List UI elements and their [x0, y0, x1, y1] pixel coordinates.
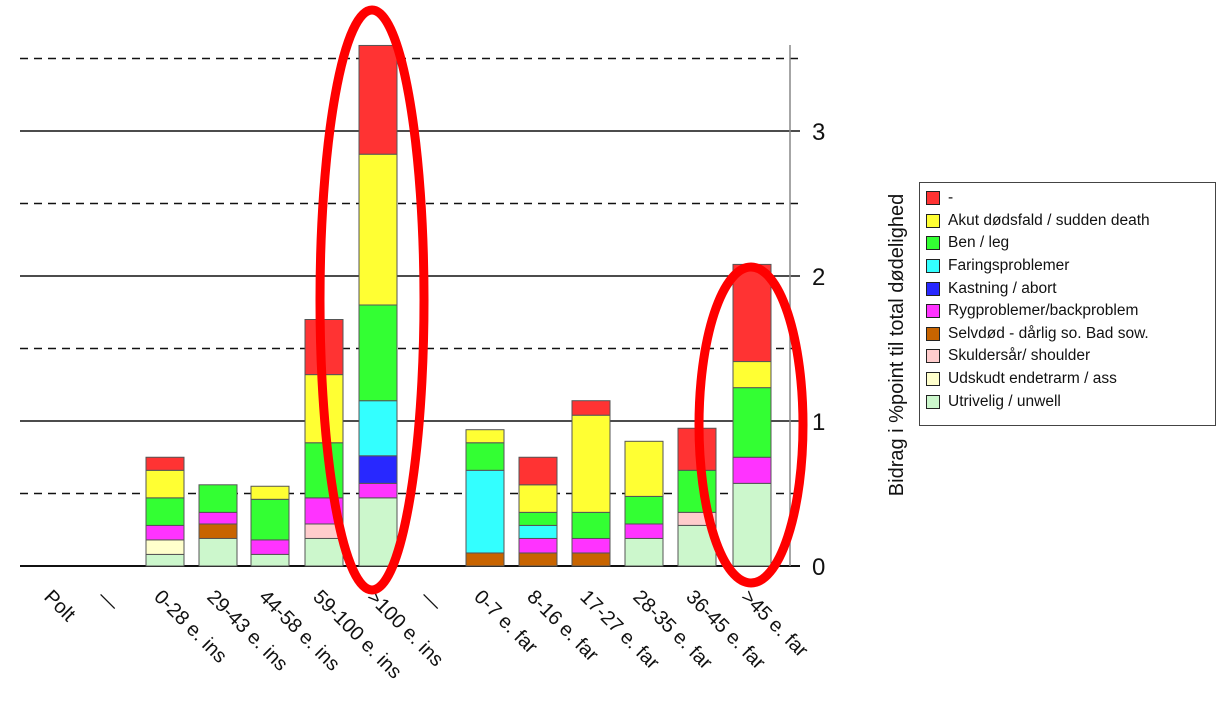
y-tick-label: 3 [812, 119, 825, 146]
bar-segment [518, 456, 558, 486]
y-tick-label: 0 [812, 554, 825, 581]
bar-segment [732, 387, 772, 458]
bar-segment [145, 497, 185, 526]
x-tick-label: — [416, 586, 446, 616]
highlight-ellipse [315, 5, 429, 595]
bar-segment [145, 524, 185, 541]
bar-segment [250, 485, 290, 500]
legend-label: Skuldersår/ shoulder [948, 347, 1091, 365]
legend-label: Rygproblemer/backproblem [948, 302, 1139, 320]
highlight-ellipses [315, 5, 808, 595]
bar-segment [145, 469, 185, 499]
bar-segment [250, 553, 290, 567]
bar-segment [732, 456, 772, 484]
legend-item: Selvdød - dårlig so. Bad sow. [926, 323, 1209, 346]
bar-segment [198, 484, 238, 513]
legend-item: Skuldersår/ shoulder [926, 345, 1209, 368]
y-axis-label: Bidrag i %point til total dødelighed [886, 194, 908, 496]
bar-segment [732, 263, 772, 363]
bar-segment [358, 400, 398, 457]
bar-segment [358, 44, 398, 155]
bar-segment [358, 455, 398, 484]
bar-segment [304, 537, 344, 567]
bar-segment [358, 482, 398, 499]
legend-label: - [948, 189, 954, 207]
bar-segment [518, 552, 558, 567]
x-tick-label: Polt [39, 586, 79, 626]
bar-segment [198, 523, 238, 539]
legend-swatch [926, 191, 940, 206]
bar-segment [571, 537, 611, 554]
bar-segment [465, 552, 505, 567]
legend-label: Akut dødsfald / sudden death [948, 211, 1150, 229]
legend-swatch [926, 281, 940, 296]
bar-segment [571, 400, 611, 416]
bar-segment [198, 511, 238, 525]
bar-segment [624, 523, 664, 539]
bar-stacks [145, 44, 772, 567]
legend-swatch [926, 236, 940, 251]
bar-segment [250, 498, 290, 541]
legend-item: - [926, 187, 1209, 210]
bar-segment [465, 469, 505, 554]
bar-segment [624, 537, 664, 567]
legend-item: Udskudt endetrarm / ass [926, 368, 1209, 391]
bar-segment [518, 537, 558, 554]
bar-segment [518, 511, 558, 526]
legend-label: Utrivelig / unwell [948, 392, 1061, 410]
bar-segment [518, 524, 558, 539]
bar-segment [145, 456, 185, 471]
y-tick-label: 2 [812, 264, 825, 291]
legend-item: Faringsproblemer [926, 255, 1209, 278]
legend-swatch [926, 326, 940, 341]
legend-swatch [926, 394, 940, 409]
x-tick-label: — [93, 586, 123, 616]
bar-segment [358, 304, 398, 402]
bar-segment [358, 153, 398, 306]
bar-segment [145, 539, 185, 555]
bar-segment [145, 553, 185, 567]
legend-item: Ben / leg [926, 232, 1209, 255]
bar-segment [571, 414, 611, 513]
bar-segment [465, 442, 505, 471]
bar-segment [624, 495, 664, 525]
bar-segment [250, 539, 290, 555]
legend-label: Ben / leg [948, 234, 1010, 252]
legend-swatch [926, 349, 940, 364]
legend-swatch [926, 304, 940, 319]
y-axis: 0 1 2 3 [789, 45, 825, 581]
chart-legend: - Akut dødsfald / sudden death Ben / leg Fa… [919, 182, 1216, 426]
highlight-ellipse [694, 262, 808, 588]
bar-segment [624, 440, 664, 497]
bar-segment [571, 552, 611, 567]
bar-segment [198, 537, 238, 567]
legend-label: Udskudt endetrarm / ass [948, 370, 1117, 388]
bar-segment [732, 482, 772, 567]
legend-label: Faringsproblemer [948, 257, 1070, 275]
bar-segment [518, 484, 558, 513]
y-tick-label: 1 [812, 409, 825, 436]
legend-item: Utrivelig / unwell [926, 390, 1209, 413]
legend-label: Kastning / abort [948, 279, 1057, 297]
legend-swatch [926, 213, 940, 228]
legend-item: Akut dødsfald / sudden death [926, 210, 1209, 233]
legend-swatch [926, 372, 940, 387]
legend-swatch [926, 259, 940, 274]
bar-segment [732, 361, 772, 389]
bar-segment [571, 511, 611, 539]
legend-item: Kastning / abort [926, 277, 1209, 300]
bar-segment [358, 497, 398, 567]
bar-segment [465, 429, 505, 444]
legend-item: Rygproblemer/backproblem [926, 300, 1209, 323]
legend-label: Selvdød - dårlig so. Bad sow. [948, 324, 1149, 342]
